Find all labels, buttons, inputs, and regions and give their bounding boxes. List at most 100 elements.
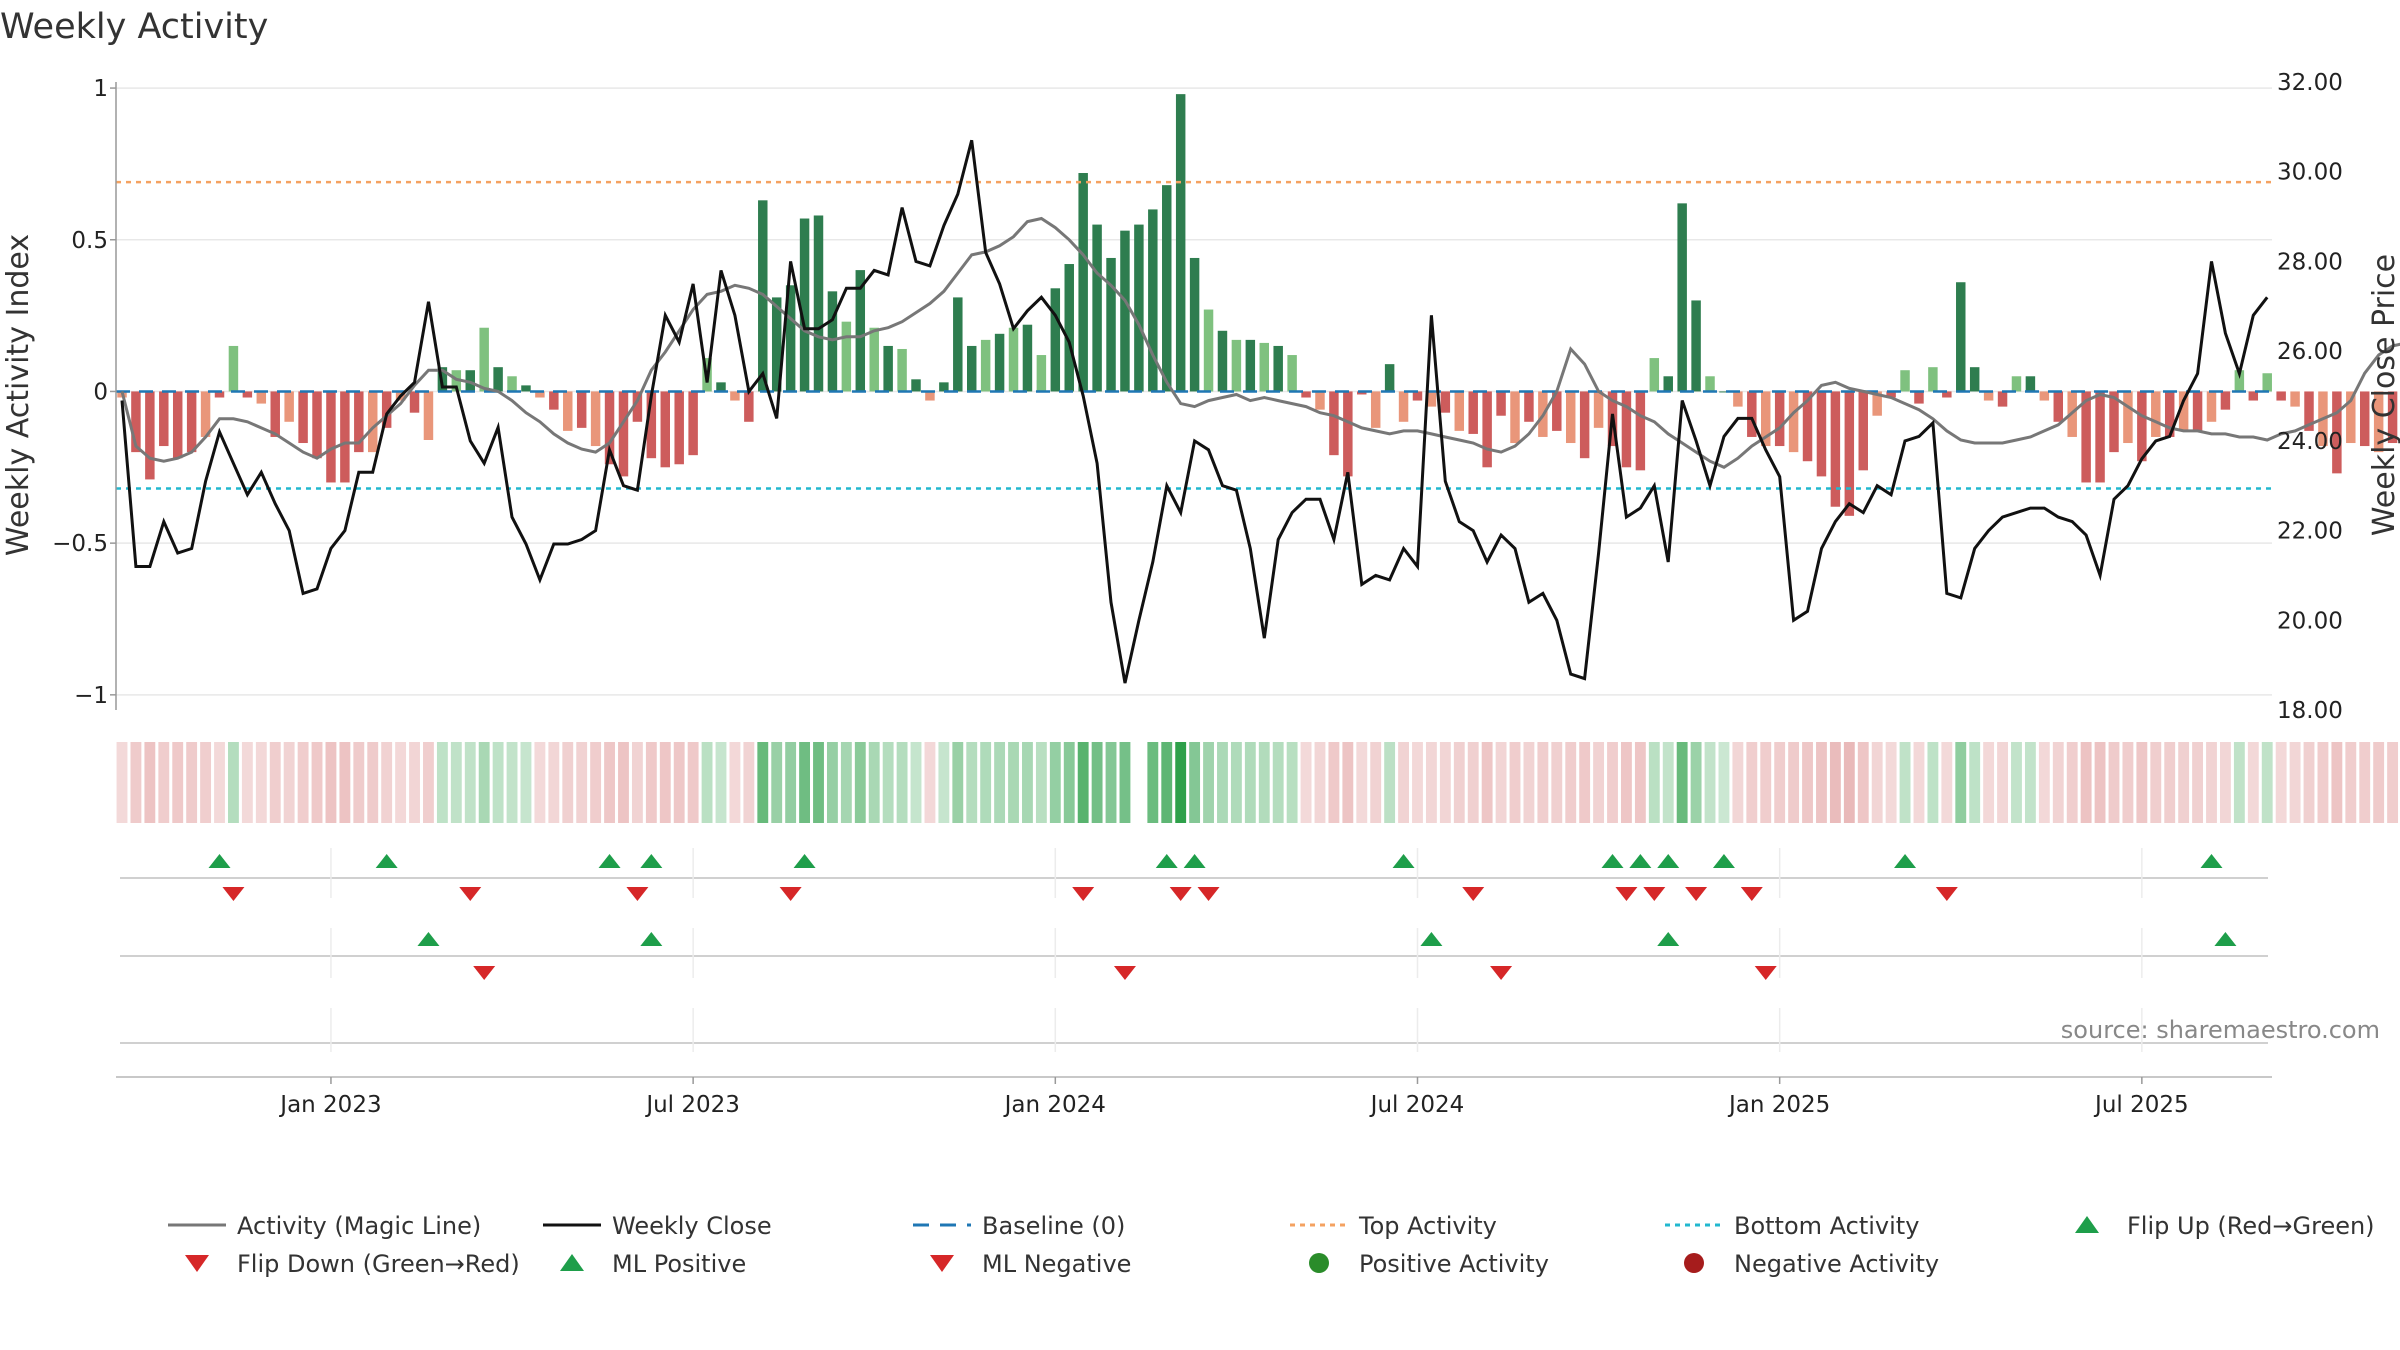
heatmap-cell	[228, 742, 239, 823]
right-tick-label: 26.00	[2277, 339, 2343, 365]
heatmap-cell	[576, 742, 588, 823]
activity-bar	[1719, 391, 1729, 393]
activity-bar	[1482, 391, 1492, 468]
magic-line-series	[120, 216, 2400, 469]
right-tick-label: 22.00	[2277, 519, 2343, 545]
x-axis: Jan 2023 Jul 2023 Jan 2024 Jul 2024 Jan 2025…	[116, 1076, 2272, 1118]
activity-bar	[2011, 376, 2022, 392]
activity-bar	[1524, 391, 1534, 422]
heatmap-cell	[659, 742, 671, 823]
flip-up-marker	[640, 854, 663, 868]
activity-bar	[966, 345, 977, 392]
activity-bar	[1997, 391, 2008, 407]
activity-bar	[2192, 391, 2203, 431]
activity-bar	[1259, 342, 1269, 392]
right-tick-label: 18.00	[2277, 698, 2343, 724]
activity-bar	[716, 382, 726, 392]
heatmap-cell	[1579, 742, 1591, 823]
activity-bars	[117, 94, 2398, 516]
heatmap-cell	[631, 742, 643, 823]
activity-bar	[674, 391, 684, 465]
heatmap-cell	[952, 742, 964, 823]
activity-bar	[1552, 391, 1562, 431]
activity-bar	[2178, 391, 2189, 431]
heatmap-cell	[367, 742, 379, 823]
x-tick-label: Jul 2023	[644, 1092, 740, 1118]
heatmap-cell	[1453, 742, 1465, 823]
right-axis-ticks: 32.00 30.00 28.00 26.00 24.00 22.00 20.00 18.00	[2277, 70, 2343, 724]
right-tick-label: 20.00	[2277, 608, 2343, 634]
activity-bar	[1983, 391, 1994, 401]
heatmap-cell	[604, 742, 615, 823]
heatmap-cell	[715, 742, 727, 823]
activity-bar	[186, 391, 197, 453]
activity-bar	[925, 391, 935, 401]
heatmap-cell	[645, 742, 657, 823]
heatmap-cell	[1509, 742, 1521, 823]
flip-marker-panels	[120, 848, 2268, 1052]
legend-swatch	[1309, 1253, 1329, 1273]
heatmap-cell	[395, 742, 407, 823]
legend-label: Bottom Activity	[1734, 1212, 1919, 1240]
heatmap-cell	[1829, 742, 1841, 823]
heatmap-cell	[701, 742, 713, 823]
ml-positive-marker	[1420, 932, 1443, 946]
activity-bar	[368, 391, 378, 453]
activity-bar	[2262, 373, 2272, 392]
activity-bar	[1844, 391, 1855, 516]
flip-up-marker	[2200, 854, 2223, 868]
heatmap-cell	[172, 742, 184, 823]
heatmap-cell	[255, 742, 267, 823]
activity-bar	[270, 391, 280, 437]
activity-bar	[340, 391, 350, 483]
activity-bar	[994, 333, 1005, 392]
left-axis-ticks: 1 0.5 0 −0.5 −1	[52, 76, 116, 709]
activity-bar	[2053, 391, 2064, 422]
activity-bar	[1245, 339, 1256, 392]
heatmap-cell	[297, 742, 309, 823]
heatmap-cell	[1467, 742, 1479, 823]
legend-label: Flip Up (Red→Green)	[2127, 1212, 2375, 1240]
activity-bar	[1761, 391, 1771, 447]
heatmap-cell	[2331, 742, 2343, 823]
legend-swatch	[930, 1255, 954, 1272]
activity-bar	[1036, 355, 1047, 392]
heatmap-cell	[2289, 742, 2301, 823]
activity-bar	[381, 391, 392, 428]
heatmap-cell	[1147, 742, 1159, 823]
legend-item: Positive Activity	[1309, 1250, 1549, 1278]
flip-up-marker	[1657, 854, 1680, 868]
activity-bar	[2359, 391, 2370, 447]
activity-bar	[2109, 391, 2119, 453]
activity-bar	[242, 391, 253, 398]
heatmap-cell	[1203, 742, 1214, 823]
activity-bar	[507, 376, 517, 392]
flip-down-marker	[1462, 887, 1485, 901]
heatmap-cell	[826, 742, 838, 823]
heatmap-cell	[1439, 742, 1451, 823]
heatmap-cell	[1412, 742, 1423, 823]
activity-bar	[521, 385, 531, 392]
flip-up-marker	[793, 854, 816, 868]
activity-bar	[1830, 391, 1841, 507]
right-axis-label: Weekly Close Price	[2367, 254, 2400, 536]
activity-bar	[869, 327, 879, 392]
heatmap-cell	[1425, 742, 1437, 823]
flip-up-marker	[1392, 854, 1415, 868]
activity-bar	[1148, 209, 1158, 392]
heatmap-cell	[1105, 742, 1117, 823]
activity-bar	[1565, 391, 1576, 444]
flip-up-marker	[208, 854, 231, 868]
left-tick-label: 0	[93, 379, 108, 405]
heatmap-cell	[2345, 742, 2357, 823]
heatmap-cell	[1342, 742, 1354, 823]
heatmap-cell	[1857, 742, 1869, 823]
heatmap-cell	[1802, 742, 1813, 823]
activity-bar	[2039, 391, 2050, 401]
activity-bar	[1579, 391, 1590, 459]
activity-bar	[883, 345, 893, 392]
legend-item: ML Positive	[560, 1250, 746, 1278]
heatmap-cell	[1997, 742, 2008, 823]
left-axis-label: Weekly Activity Index	[1, 234, 36, 556]
heatmap-cell	[1328, 742, 1340, 823]
